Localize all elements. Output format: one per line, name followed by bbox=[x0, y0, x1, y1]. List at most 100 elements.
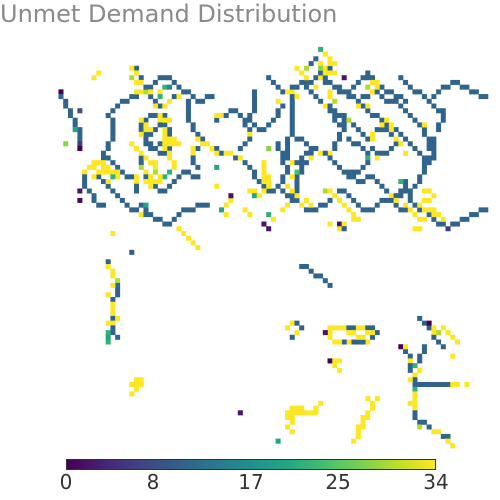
heatmap-cell bbox=[370, 131, 376, 137]
heatmap-cell bbox=[322, 75, 328, 81]
heatmap-cell bbox=[332, 160, 338, 166]
heatmap-cell bbox=[233, 155, 239, 161]
heatmap-cell bbox=[157, 216, 163, 222]
heatmap-cell bbox=[464, 382, 470, 388]
heatmap-cell bbox=[403, 136, 409, 142]
heatmap-cell bbox=[82, 183, 88, 189]
heatmap-cell bbox=[148, 174, 154, 180]
heatmap-cell bbox=[393, 141, 399, 147]
heatmap-cell bbox=[237, 410, 243, 416]
heatmap-cell bbox=[91, 174, 97, 180]
heatmap-cell bbox=[426, 155, 432, 161]
heatmap-cell bbox=[176, 141, 182, 147]
heatmap-cell bbox=[275, 146, 281, 152]
heatmap-cell bbox=[152, 146, 158, 152]
heatmap-cell bbox=[473, 212, 479, 218]
heatmap-cell bbox=[294, 197, 300, 203]
heatmap-cell bbox=[285, 202, 291, 208]
heatmap-cell bbox=[450, 79, 456, 85]
heatmap-cell bbox=[341, 226, 347, 232]
heatmap-cell bbox=[214, 164, 220, 170]
heatmap-cell bbox=[388, 122, 394, 128]
heatmap-cell bbox=[223, 212, 229, 218]
heatmap-cell bbox=[294, 169, 300, 175]
colorbar-tick-label: 17 bbox=[238, 470, 264, 494]
heatmap-cell bbox=[110, 301, 116, 307]
heatmap-cell bbox=[421, 348, 427, 354]
heatmap-cell bbox=[134, 79, 140, 85]
heatmap-cell bbox=[318, 98, 324, 104]
heatmap-cell bbox=[138, 89, 144, 95]
heatmap-cell bbox=[336, 221, 342, 227]
heatmap-cell bbox=[346, 330, 352, 336]
heatmap-cell bbox=[365, 84, 371, 90]
heatmap-cell bbox=[365, 70, 371, 76]
heatmap-cell bbox=[417, 315, 423, 321]
heatmap-cell bbox=[351, 122, 357, 128]
heatmap-cell bbox=[374, 127, 380, 133]
heatmap-cell bbox=[148, 94, 154, 100]
heatmap-cell bbox=[289, 197, 295, 203]
heatmap-cell bbox=[355, 334, 361, 340]
heatmap-cell bbox=[426, 136, 432, 142]
heatmap-cell bbox=[299, 160, 305, 166]
heatmap-cell bbox=[167, 141, 173, 147]
heatmap-cell bbox=[322, 65, 328, 71]
heatmap-cell bbox=[138, 202, 144, 208]
heatmap-cell bbox=[403, 344, 409, 350]
heatmap-cell bbox=[379, 127, 385, 133]
heatmap-cell bbox=[228, 150, 234, 156]
heatmap-cell bbox=[247, 136, 253, 142]
heatmap-cell bbox=[77, 127, 83, 133]
heatmap-cell bbox=[171, 216, 177, 222]
heatmap-cell bbox=[407, 367, 413, 373]
heatmap-cell bbox=[162, 117, 168, 123]
heatmap-cell bbox=[148, 183, 154, 189]
heatmap-cell bbox=[190, 155, 196, 161]
heatmap-cell bbox=[138, 131, 144, 137]
chart-title: Unmet Demand Distribution bbox=[0, 0, 338, 28]
heatmap-cell bbox=[162, 127, 168, 133]
heatmap-cell bbox=[86, 188, 92, 194]
heatmap-cell bbox=[473, 89, 479, 95]
heatmap-cell bbox=[327, 334, 333, 340]
heatmap-cell bbox=[77, 197, 83, 203]
heatmap-cell bbox=[346, 89, 352, 95]
heatmap-cell bbox=[266, 226, 272, 232]
heatmap-cell bbox=[384, 127, 390, 133]
heatmap-cell bbox=[374, 396, 380, 402]
heatmap-cell bbox=[398, 103, 404, 109]
heatmap-cell bbox=[421, 188, 427, 194]
heatmap-cell bbox=[148, 212, 154, 218]
heatmap-cell bbox=[450, 382, 456, 388]
heatmap-cell bbox=[308, 79, 314, 85]
heatmap-cell bbox=[346, 339, 352, 345]
heatmap-cell bbox=[167, 221, 173, 227]
heatmap-cell bbox=[313, 84, 319, 90]
heatmap-cell bbox=[148, 141, 154, 147]
heatmap-cell bbox=[280, 174, 286, 180]
heatmap-cell bbox=[195, 164, 201, 170]
heatmap-cell bbox=[365, 155, 371, 161]
heatmap-cell bbox=[270, 216, 276, 222]
heatmap-cell bbox=[252, 94, 258, 100]
heatmap-cell bbox=[336, 84, 342, 90]
heatmap-cell bbox=[431, 207, 437, 213]
heatmap-cell bbox=[346, 169, 352, 175]
heatmap-cell bbox=[138, 164, 144, 170]
heatmap-cell bbox=[152, 160, 158, 166]
heatmap-cell bbox=[454, 339, 460, 345]
heatmap-cell bbox=[185, 89, 191, 95]
heatmap-cell bbox=[421, 207, 427, 213]
heatmap-cell bbox=[398, 141, 404, 147]
heatmap-cell bbox=[436, 108, 442, 114]
heatmap-cell bbox=[351, 174, 357, 180]
heatmap-cell bbox=[421, 197, 427, 203]
heatmap-cell bbox=[299, 79, 305, 85]
heatmap-cell bbox=[327, 94, 333, 100]
heatmap-cell bbox=[436, 122, 442, 128]
heatmap-cell bbox=[365, 339, 371, 345]
heatmap-cell bbox=[261, 179, 267, 185]
heatmap-cell bbox=[403, 98, 409, 104]
heatmap-cell bbox=[285, 415, 291, 421]
